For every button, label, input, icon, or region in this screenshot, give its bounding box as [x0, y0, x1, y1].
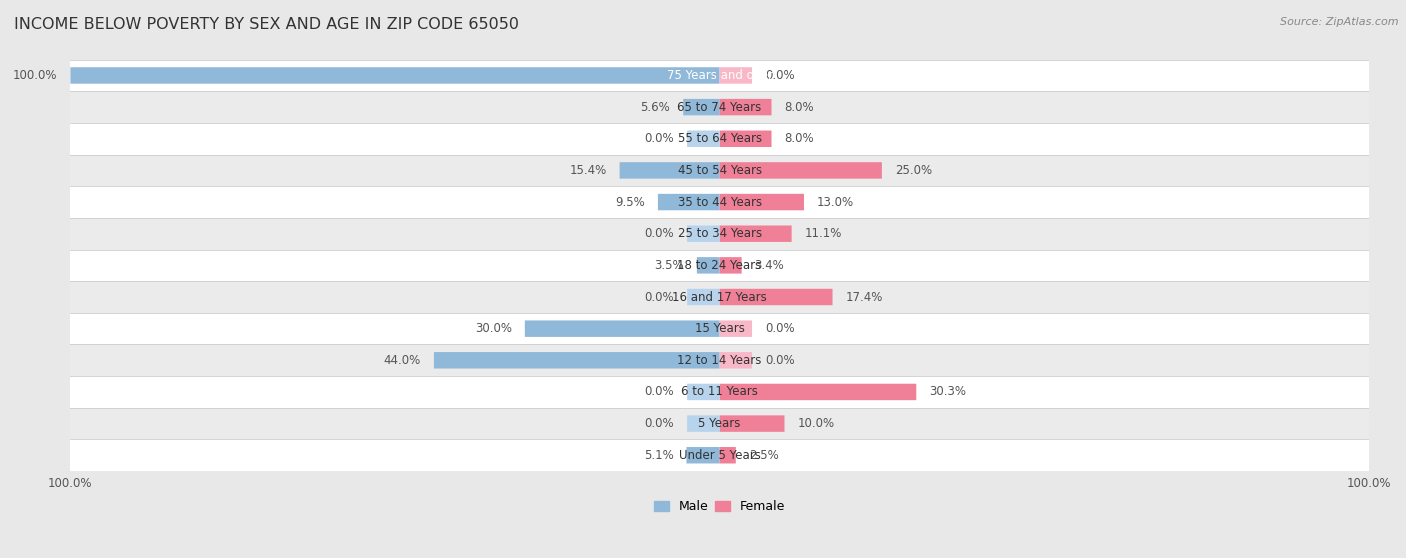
Text: 11.1%: 11.1% [804, 227, 842, 240]
FancyBboxPatch shape [720, 384, 917, 400]
Bar [70, 155, 1369, 186]
Bar [70, 344, 1369, 376]
FancyBboxPatch shape [688, 384, 720, 400]
FancyBboxPatch shape [697, 257, 720, 273]
Text: 3.4%: 3.4% [755, 259, 785, 272]
Text: 65 to 74 Years: 65 to 74 Years [678, 100, 762, 114]
Text: Under 5 Years: Under 5 Years [679, 449, 761, 462]
Text: 8.0%: 8.0% [785, 132, 814, 145]
Legend: Male, Female: Male, Female [650, 496, 790, 518]
Text: 6 to 11 Years: 6 to 11 Years [681, 386, 758, 398]
Text: 45 to 54 Years: 45 to 54 Years [678, 164, 762, 177]
Bar [70, 281, 1369, 313]
FancyBboxPatch shape [720, 320, 752, 337]
FancyBboxPatch shape [524, 320, 720, 337]
FancyBboxPatch shape [688, 131, 720, 147]
Text: 3.5%: 3.5% [654, 259, 683, 272]
Text: 0.0%: 0.0% [644, 132, 673, 145]
FancyBboxPatch shape [686, 447, 720, 464]
Text: 15.4%: 15.4% [569, 164, 606, 177]
Bar [70, 249, 1369, 281]
Text: 5.1%: 5.1% [644, 449, 673, 462]
Text: 55 to 64 Years: 55 to 64 Years [678, 132, 762, 145]
FancyBboxPatch shape [688, 415, 720, 432]
Text: INCOME BELOW POVERTY BY SEX AND AGE IN ZIP CODE 65050: INCOME BELOW POVERTY BY SEX AND AGE IN Z… [14, 17, 519, 32]
Text: 0.0%: 0.0% [765, 69, 794, 82]
Bar [70, 408, 1369, 440]
Text: 17.4%: 17.4% [845, 291, 883, 304]
Text: 2.5%: 2.5% [749, 449, 779, 462]
Text: 35 to 44 Years: 35 to 44 Years [678, 195, 762, 209]
FancyBboxPatch shape [720, 289, 832, 305]
Text: 75 Years and over: 75 Years and over [666, 69, 772, 82]
FancyBboxPatch shape [720, 447, 735, 464]
FancyBboxPatch shape [658, 194, 720, 210]
FancyBboxPatch shape [720, 67, 752, 84]
FancyBboxPatch shape [720, 352, 752, 368]
FancyBboxPatch shape [720, 257, 741, 273]
Text: 0.0%: 0.0% [644, 386, 673, 398]
Text: 0.0%: 0.0% [644, 291, 673, 304]
Text: 5 Years: 5 Years [699, 417, 741, 430]
FancyBboxPatch shape [434, 352, 720, 368]
Text: 100.0%: 100.0% [13, 69, 58, 82]
Text: 12 to 14 Years: 12 to 14 Years [678, 354, 762, 367]
Bar [70, 60, 1369, 92]
Bar [70, 218, 1369, 249]
Bar [70, 186, 1369, 218]
FancyBboxPatch shape [688, 225, 720, 242]
Text: 0.0%: 0.0% [765, 354, 794, 367]
FancyBboxPatch shape [683, 99, 720, 116]
Text: 30.3%: 30.3% [929, 386, 966, 398]
FancyBboxPatch shape [720, 99, 772, 116]
FancyBboxPatch shape [720, 415, 785, 432]
Text: 44.0%: 44.0% [384, 354, 420, 367]
Text: 9.5%: 9.5% [616, 195, 645, 209]
FancyBboxPatch shape [720, 162, 882, 179]
Bar [70, 92, 1369, 123]
Text: 30.0%: 30.0% [475, 322, 512, 335]
Text: 25.0%: 25.0% [894, 164, 932, 177]
Text: 15 Years: 15 Years [695, 322, 745, 335]
Bar [70, 440, 1369, 471]
Bar [70, 313, 1369, 344]
Text: 8.0%: 8.0% [785, 100, 814, 114]
Text: 5.6%: 5.6% [641, 100, 671, 114]
Bar [70, 123, 1369, 155]
Bar [70, 376, 1369, 408]
FancyBboxPatch shape [720, 131, 772, 147]
Text: 13.0%: 13.0% [817, 195, 853, 209]
Text: 0.0%: 0.0% [644, 417, 673, 430]
FancyBboxPatch shape [688, 289, 720, 305]
FancyBboxPatch shape [720, 194, 804, 210]
Text: 25 to 34 Years: 25 to 34 Years [678, 227, 762, 240]
FancyBboxPatch shape [720, 225, 792, 242]
Text: 0.0%: 0.0% [765, 322, 794, 335]
FancyBboxPatch shape [70, 67, 720, 84]
Text: 18 to 24 Years: 18 to 24 Years [678, 259, 762, 272]
Text: 10.0%: 10.0% [797, 417, 835, 430]
FancyBboxPatch shape [620, 162, 720, 179]
Text: Source: ZipAtlas.com: Source: ZipAtlas.com [1281, 17, 1399, 27]
Text: 0.0%: 0.0% [644, 227, 673, 240]
Text: 16 and 17 Years: 16 and 17 Years [672, 291, 766, 304]
